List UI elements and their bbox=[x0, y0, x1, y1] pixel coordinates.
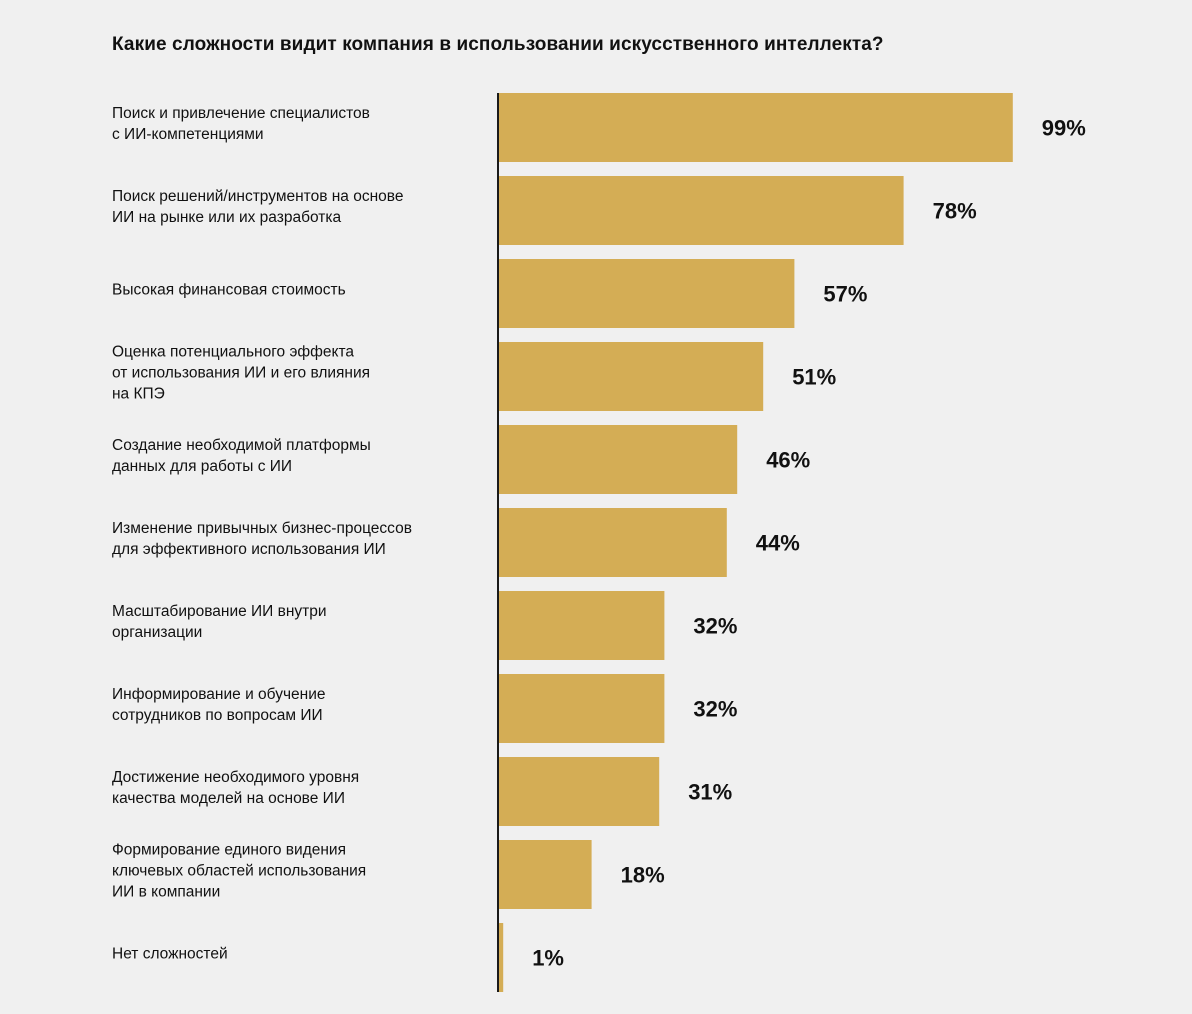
category-label: Создание необходимой платформы данных для… bbox=[112, 435, 482, 477]
category-label-line: Создание необходимой платформы bbox=[112, 436, 371, 454]
bar bbox=[498, 674, 665, 743]
bar bbox=[498, 923, 504, 992]
value-label: 44% bbox=[756, 531, 800, 556]
category-label-line: на КПЭ bbox=[112, 385, 165, 402]
category-label-line: Информирование и обучение bbox=[112, 685, 326, 703]
value-label: 32% bbox=[693, 697, 737, 722]
category-label-line: ИИ в компании bbox=[112, 883, 221, 900]
category-label: Информирование и обучение сотрудников по … bbox=[112, 684, 482, 726]
bar bbox=[498, 93, 1013, 162]
category-label-line: для эффективного использования ИИ bbox=[112, 540, 386, 558]
category-label-line: сотрудников по вопросам ИИ bbox=[112, 706, 323, 724]
category-label: Достижение необходимого уровня качества м… bbox=[112, 767, 482, 809]
category-label-line: Формирование единого видения bbox=[112, 841, 346, 858]
category-label: Изменение привычных бизнес-процессов для … bbox=[112, 518, 482, 560]
category-label: Оценка потенциального эффекта от использо… bbox=[112, 341, 482, 404]
value-label: 51% bbox=[792, 365, 836, 390]
category-label-line: Оценка потенциального эффекта bbox=[112, 343, 354, 360]
value-label: 31% bbox=[688, 780, 732, 805]
category-label-line: ключевых областей использования bbox=[112, 862, 367, 879]
category-label-line: Нет сложностей bbox=[112, 945, 228, 962]
category-label-line: Достижение необходимого уровня bbox=[112, 768, 360, 786]
value-label: 32% bbox=[693, 614, 737, 639]
category-label: Поиск и привлечение специалистов с ИИ-ком… bbox=[112, 103, 482, 145]
value-label: 99% bbox=[1042, 116, 1086, 141]
bar bbox=[498, 508, 727, 577]
value-label: 57% bbox=[823, 282, 867, 307]
category-label-line: данных для работы с ИИ bbox=[112, 457, 293, 475]
category-label-line: ИИ на рынке или их разработка bbox=[112, 208, 342, 226]
category-label-line: Поиск решений/инструментов на основе bbox=[112, 187, 404, 205]
category-label-line: организации bbox=[112, 623, 203, 641]
category-label: Высокая финансовая стоимость bbox=[112, 279, 482, 300]
category-label-line: Высокая финансовая стоимость bbox=[112, 281, 346, 298]
category-label-line: качества моделей на основе ИИ bbox=[112, 789, 345, 807]
bar bbox=[498, 425, 738, 494]
chart-title: Какие сложности видит компания в использ… bbox=[112, 34, 884, 55]
bar bbox=[498, 757, 660, 826]
category-label-line: Поиск и привлечение специалистов bbox=[112, 104, 370, 122]
category-label: Формирование единого видения ключевых обл… bbox=[112, 839, 482, 902]
bar bbox=[498, 259, 795, 328]
bar bbox=[498, 176, 904, 245]
category-label-line: Изменение привычных бизнес-процессов bbox=[112, 519, 412, 537]
value-label: 46% bbox=[766, 448, 810, 473]
category-label: Поиск решений/инструментов на основе ИИ н… bbox=[112, 186, 482, 228]
bar bbox=[498, 591, 665, 660]
value-label: 18% bbox=[621, 863, 665, 888]
bar bbox=[498, 840, 592, 909]
category-label: Нет сложностей bbox=[112, 943, 482, 964]
value-label: 1% bbox=[532, 946, 564, 971]
category-label-line: с ИИ-компетенциями bbox=[112, 125, 264, 143]
category-label-line: от использования ИИ и его влияния bbox=[112, 364, 371, 381]
category-label-line: Масштабирование ИИ внутри bbox=[112, 602, 327, 620]
value-label: 78% bbox=[933, 199, 977, 224]
bar bbox=[498, 342, 764, 411]
category-label: Масштабирование ИИ внутри организации bbox=[112, 601, 482, 643]
